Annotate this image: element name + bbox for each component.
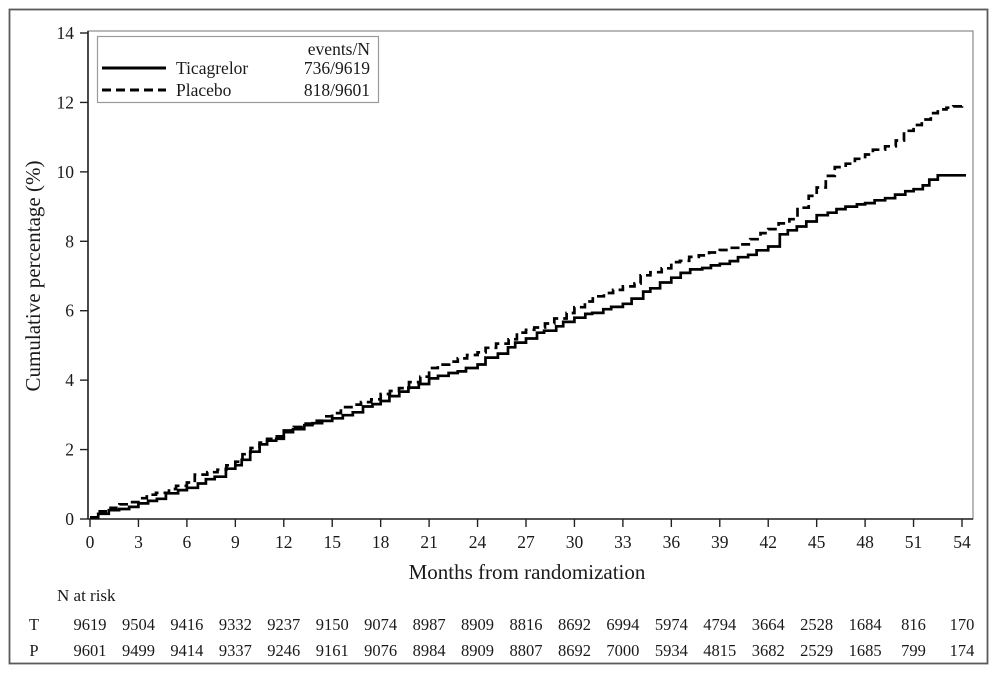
plot-frame (87, 30, 974, 520)
y-axis-ticks: 0 2 4 6 8 10 12 14 (57, 23, 88, 529)
legend-value-placebo: 818/9601 (304, 80, 370, 100)
y-tick-label: 14 (57, 23, 75, 43)
figure-border (8, 8, 989, 665)
risk-value: 2528 (800, 615, 833, 634)
risk-value: 799 (901, 641, 926, 660)
x-tick-label: 42 (759, 532, 777, 552)
x-tick-label: 3 (134, 532, 143, 552)
risk-value: 9414 (170, 641, 203, 660)
risk-value: 9074 (364, 615, 397, 634)
x-tick-label: 30 (566, 532, 584, 552)
risk-value: 9619 (74, 615, 107, 634)
risk-value: 3682 (752, 641, 785, 660)
x-tick-label: 48 (856, 532, 874, 552)
risk-value: 8816 (509, 615, 542, 634)
x-tick-label: 51 (905, 532, 923, 552)
risk-value: 9161 (316, 641, 349, 660)
y-tick-label: 12 (57, 92, 75, 112)
risk-value: 9332 (219, 615, 252, 634)
x-tick-label: 6 (183, 532, 192, 552)
y-tick-label: 8 (65, 231, 74, 251)
risk-table-title: N at risk (57, 586, 116, 605)
x-tick-label: 36 (663, 532, 681, 552)
risk-value: 3664 (752, 615, 785, 634)
x-tick-label: 45 (808, 532, 826, 552)
risk-value: 9499 (122, 641, 155, 660)
x-tick-label: 33 (614, 532, 632, 552)
risk-value: 9337 (219, 641, 252, 660)
x-tick-label: 24 (469, 532, 487, 552)
x-axis-title: Months from randomization (409, 560, 646, 584)
series-path-ticagrelor (90, 173, 966, 519)
risk-value: 9504 (122, 615, 155, 634)
risk-value: 8807 (509, 641, 542, 660)
x-tick-label: 0 (86, 532, 95, 552)
x-tick-label: 21 (420, 532, 438, 552)
risk-value: 5974 (655, 615, 688, 634)
x-tick-label: 15 (323, 532, 341, 552)
x-tick-label: 27 (517, 532, 535, 552)
risk-value: 9416 (170, 615, 203, 634)
risk-value: 9601 (74, 641, 107, 660)
risk-value: 8692 (558, 615, 591, 634)
risk-value: 9246 (267, 641, 300, 660)
risk-row-label-p: P (29, 641, 38, 660)
risk-value: 816 (901, 615, 926, 634)
x-tick-label: 18 (372, 532, 390, 552)
legend-label-placebo: Placebo (176, 80, 232, 100)
x-tick-label: 39 (711, 532, 729, 552)
risk-value: 7000 (606, 641, 639, 660)
risk-value: 6994 (606, 615, 639, 634)
risk-value: 170 (950, 615, 975, 634)
y-tick-label: 2 (65, 440, 74, 460)
series-path-placebo (90, 104, 966, 519)
risk-value: 174 (950, 641, 975, 660)
legend-value-ticagrelor: 736/9619 (304, 58, 370, 78)
risk-value: 9076 (364, 641, 397, 660)
risk-row-label-t: T (29, 615, 39, 634)
risk-value: 8909 (461, 615, 494, 634)
y-tick-label: 10 (57, 162, 75, 182)
risk-value: 4815 (703, 641, 736, 660)
risk-value: 8909 (461, 641, 494, 660)
legend-header: events/N (308, 39, 371, 59)
legend-label-ticagrelor: Ticagrelor (176, 58, 248, 78)
y-axis-title: Cumulative percentage (%) (21, 161, 45, 392)
risk-value: 1685 (849, 641, 882, 660)
risk-value: 1684 (849, 615, 882, 634)
survival-curves (90, 104, 966, 519)
x-tick-label: 54 (953, 532, 971, 552)
risk-value: 8984 (413, 641, 446, 660)
risk-value: 2529 (800, 641, 833, 660)
legend: events/N Ticagrelor 736/9619 Placebo 818… (96, 35, 380, 104)
x-axis-ticks: 0 3 6 9 12 15 18 21 24 27 30 33 36 39 42 45 48 51 54 (86, 519, 971, 552)
x-tick-label: 12 (275, 532, 293, 552)
risk-value: 8987 (413, 615, 446, 634)
risk-value: 8692 (558, 641, 591, 660)
x-tick-label: 9 (231, 532, 240, 552)
y-tick-label: 0 (65, 509, 74, 529)
y-tick-label: 6 (65, 301, 74, 321)
risk-value: 4794 (703, 615, 736, 634)
y-tick-label: 4 (65, 370, 74, 390)
risk-table: N at risk T P 9619 9504 9416 9332 9237 9150 90… (29, 586, 974, 660)
risk-values: 9619 9504 9416 9332 9237 9150 9074 8987 8909 8816… (74, 615, 975, 660)
risk-value: 9237 (267, 615, 300, 634)
risk-value: 5934 (655, 641, 688, 660)
risk-value: 9150 (316, 615, 349, 634)
